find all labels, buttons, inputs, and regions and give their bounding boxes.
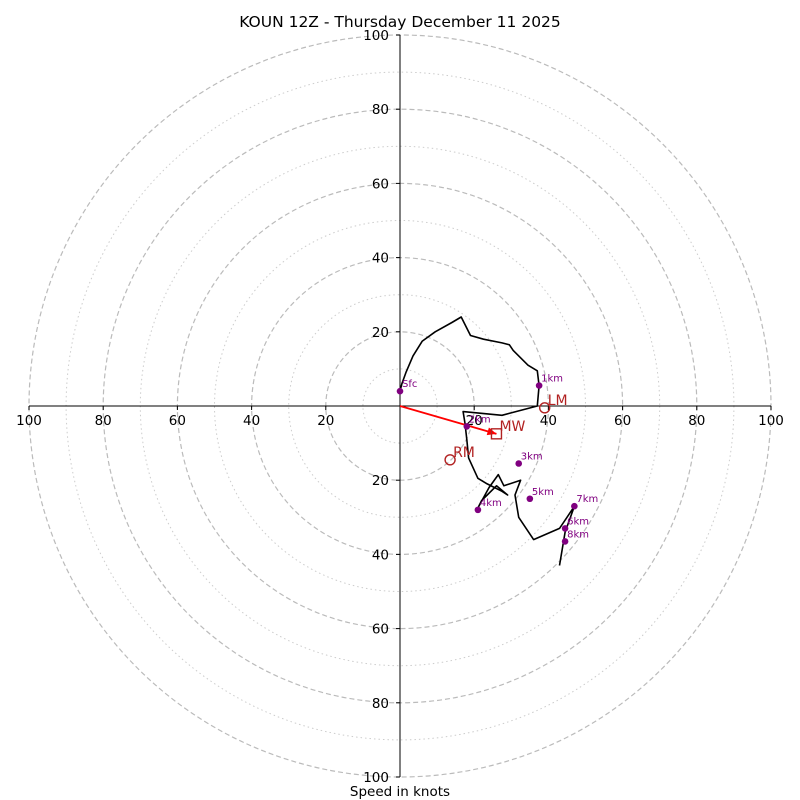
height-marker-label: 1km <box>541 374 563 385</box>
height-marker-dot <box>561 525 569 532</box>
height-marker-dot <box>515 460 523 467</box>
x-tick-label: 40 <box>540 413 557 429</box>
y-tick-label: 100 <box>363 28 389 44</box>
x-tick-label: 80 <box>688 413 705 429</box>
height-marker-dot <box>396 387 404 395</box>
height-marker-dot <box>561 538 569 545</box>
y-tick-label: 60 <box>372 622 389 638</box>
storm-motion-label: LM <box>548 393 568 409</box>
height-markers: Sfc 1km 2km 3km 4km 5km 6km 7km 8km <box>396 374 598 545</box>
x-tick-label: 60 <box>169 413 186 429</box>
storm-motion-label: RM <box>453 445 475 461</box>
height-marker-label: Sfc <box>402 379 417 390</box>
storm-motion-label: MW <box>499 419 525 435</box>
y-tick-label: 40 <box>372 251 389 267</box>
x-tick-label: 100 <box>16 413 42 429</box>
shear-vector <box>399 405 497 435</box>
height-marker-label: 6km <box>567 516 589 527</box>
hodograph-trace <box>399 316 576 566</box>
x-tick-label: 20 <box>317 413 334 429</box>
y-tick-label: 80 <box>372 696 389 712</box>
height-marker-dot <box>571 502 578 510</box>
storm-motion-marker <box>444 454 456 466</box>
height-marker-label: 3km <box>521 452 543 463</box>
y-tick-label: 100 <box>363 770 389 786</box>
x-tick-label: 40 <box>243 413 260 429</box>
x-tick-label: 100 <box>758 413 784 429</box>
tick-labels: 100 80 60 40 20 20 40 60 80 100 100 80 60 40 20 20 40 60 8… <box>16 28 784 786</box>
height-marker-label: 5km <box>532 487 554 498</box>
x-axis-label: Speed in knots <box>350 784 450 800</box>
height-marker-dot <box>463 423 471 430</box>
height-marker-label: 2km <box>469 414 491 425</box>
chart-title: KOUN 12Z - Thursday December 11 2025 <box>239 13 561 31</box>
storm-motion-markers: LM RM MW <box>444 393 568 466</box>
storm-motion-marker <box>538 402 551 414</box>
y-tick-label: 80 <box>372 102 389 118</box>
y-tick-label: 60 <box>372 176 389 192</box>
height-marker-label: 4km <box>480 498 502 509</box>
hodograph-trace-group <box>399 316 576 566</box>
height-marker-dot <box>474 506 482 514</box>
x-tick-label: 80 <box>95 413 112 429</box>
y-tick-label: 20 <box>372 325 389 341</box>
height-marker-label: 8km <box>567 529 589 540</box>
x-tick-label: 20 <box>466 413 483 429</box>
mean-wind-marker <box>490 428 503 440</box>
height-marker-dot <box>535 382 543 389</box>
x-tick-label: 60 <box>614 413 631 429</box>
y-tick-label: 20 <box>372 473 389 489</box>
y-tick-label: 40 <box>372 547 389 563</box>
height-marker-dot <box>526 495 534 503</box>
height-marker-label: 7km <box>576 494 598 505</box>
